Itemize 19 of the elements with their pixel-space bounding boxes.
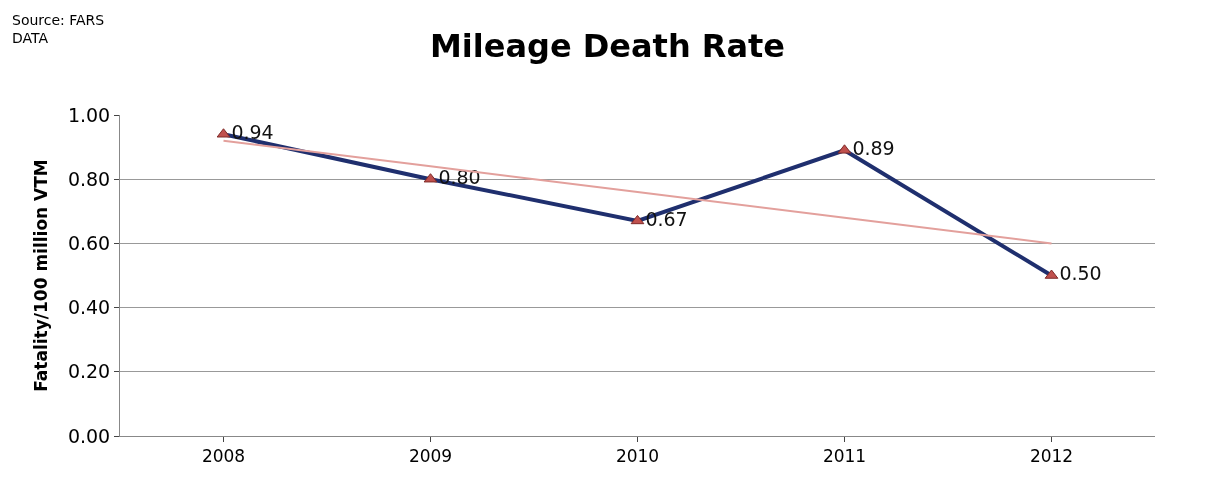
y-tick-label: 0.60 xyxy=(67,232,111,255)
data-label: 0.50 xyxy=(1059,262,1102,285)
x-tick-label: 2009 xyxy=(408,446,453,467)
chart-title: Mileage Death Rate xyxy=(429,27,786,66)
data-label: 0.89 xyxy=(852,137,895,160)
x-tick-label: 2011 xyxy=(822,446,867,467)
x-tick-label: 2008 xyxy=(201,446,246,467)
source-note: Source: FARS DATA xyxy=(12,12,105,47)
line-series xyxy=(222,139,1053,245)
y-tick-label: 0.80 xyxy=(67,167,111,190)
y-axis-title: Fatality/100 million VTM xyxy=(31,159,52,392)
data-label: 0.67 xyxy=(645,207,688,230)
x-tick-label: 2012 xyxy=(1029,446,1074,467)
x-tick-label: 2010 xyxy=(615,446,660,467)
y-tick-label: 0.40 xyxy=(67,296,111,319)
data-label: 0.94 xyxy=(231,121,274,144)
y-tick-label: 1.00 xyxy=(67,103,111,126)
y-tick-label: 0.20 xyxy=(67,360,111,383)
y-tick-label: 0.00 xyxy=(67,424,111,447)
